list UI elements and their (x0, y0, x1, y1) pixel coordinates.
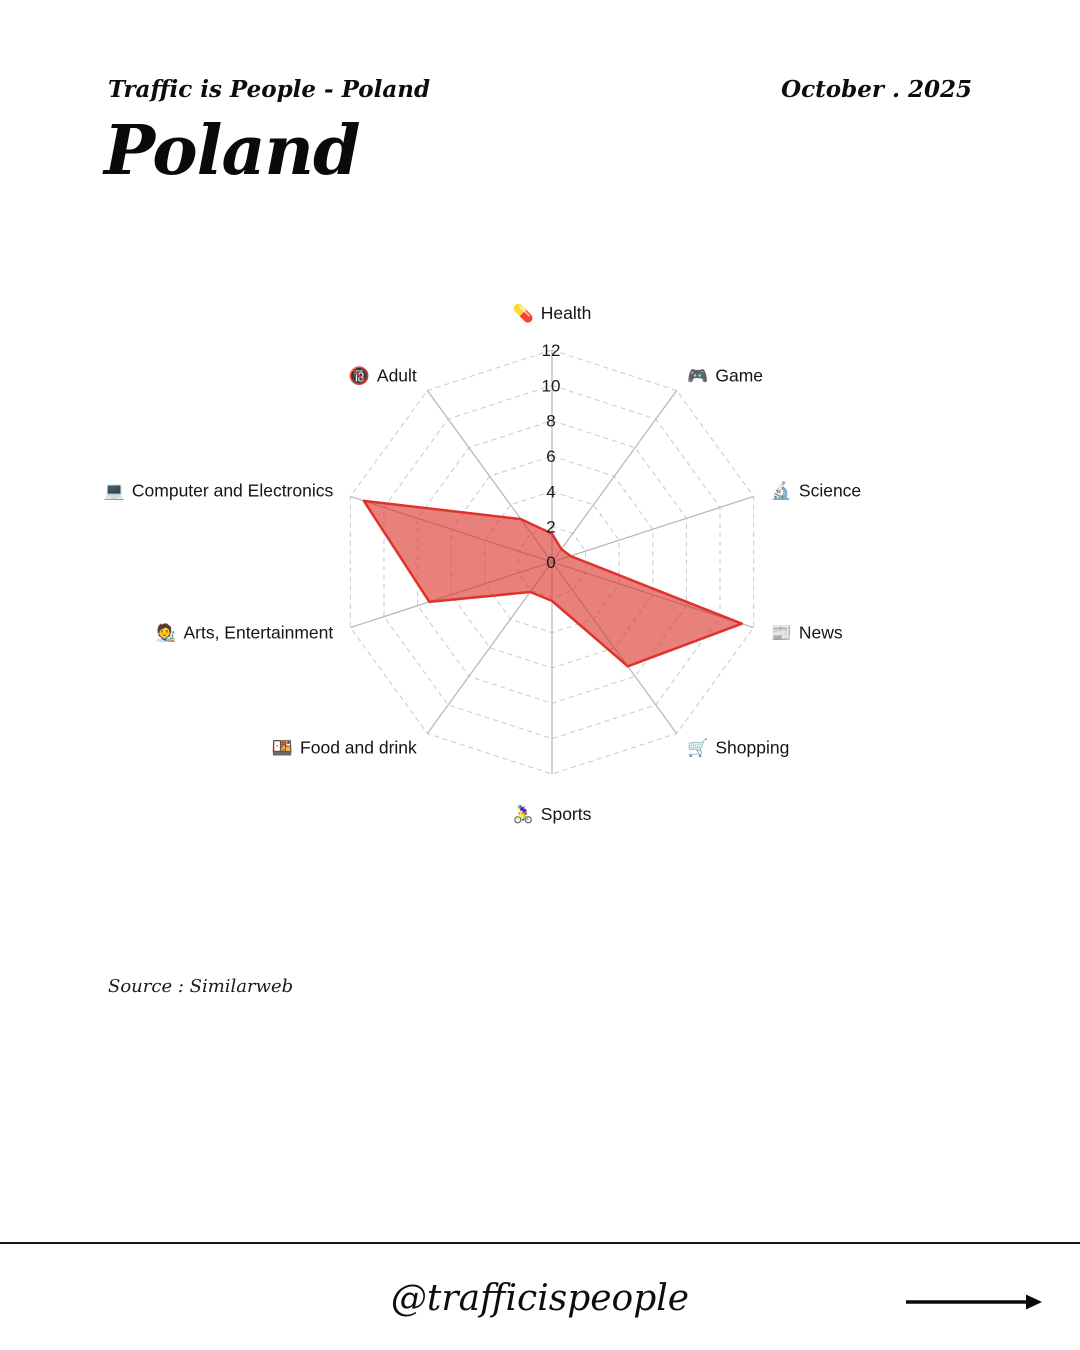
category-label-computer-and-electronics: 💻 Computer and Electronics (104, 480, 334, 501)
page-title: Poland (104, 111, 361, 191)
radial-tick-label: 10 (542, 376, 561, 395)
adult-icon: 🔞 (348, 366, 370, 386)
header-date: October . 2025 (781, 76, 972, 103)
radar-grid-ring (349, 349, 755, 775)
science-icon: 🔬 (770, 481, 792, 501)
arts-entertainment-icon: 🧑‍🎨 (155, 623, 177, 643)
radar-grid-spoke (551, 390, 678, 563)
category-label-science: 🔬 Science (771, 480, 861, 501)
sports-icon: 🚴‍♀️ (512, 805, 534, 824)
footer-handle: @trafficispeople (390, 1278, 690, 1319)
radar-grid-spoke (551, 495, 754, 563)
category-label-arts-entertainment: 🧑‍🎨 Arts, Entertainment (155, 623, 333, 644)
category-label-text: Sports (540, 804, 592, 824)
health-icon: 💊 (512, 304, 534, 323)
game-icon: 🎮 (687, 366, 709, 386)
header-brand: Traffic is People - Poland (108, 76, 431, 103)
radial-tick-label: 2 (546, 518, 555, 537)
category-label-text: Health (540, 303, 592, 323)
radial-tick-label: 4 (546, 482, 555, 501)
news-icon: 📰 (770, 623, 792, 643)
category-label-text: Computer and Electronics (131, 480, 334, 501)
radar-series-polygon (362, 499, 744, 668)
category-label-text: Adult (376, 365, 417, 386)
radar-grid-ring (383, 384, 721, 740)
category-label-food-and-drink: 🍱 Food and drink (272, 738, 417, 759)
category-label-game: 🎮 Game (687, 365, 763, 386)
category-label-news: 📰 News (771, 623, 843, 644)
radial-tick-label: 6 (546, 447, 555, 466)
category-label-text: Food and drink (300, 737, 417, 758)
category-label-sports: 🚴‍♀️ Sports (513, 804, 592, 825)
radial-tick-label: 12 (542, 341, 561, 360)
category-label-adult: 🔞 Adult (349, 365, 417, 386)
category-label-text: Science (798, 480, 862, 501)
footer-divider (0, 1242, 1080, 1244)
category-label-shopping: 🛒 Shopping (687, 738, 789, 759)
category-label-text: Game (715, 365, 764, 386)
category-label-text: Shopping (715, 737, 790, 758)
radial-tick-label: 8 (546, 412, 555, 431)
computer-and-electronics-icon: 💻 (103, 481, 125, 501)
source-note: Source : Similarweb (108, 976, 294, 997)
shopping-icon: 🛒 (687, 738, 709, 758)
radial-tick-label: 0 (546, 553, 555, 572)
category-label-text: News (798, 622, 843, 643)
category-label-text: Arts, Entertainment (183, 622, 334, 643)
category-label-health: 💊 Health (513, 303, 592, 324)
food-and-drink-icon: 🍱 (271, 738, 294, 758)
arrow-right-icon (906, 1294, 1042, 1310)
